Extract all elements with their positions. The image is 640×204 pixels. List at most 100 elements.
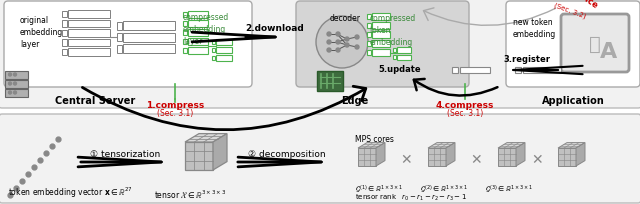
Bar xyxy=(188,48,208,55)
Text: Edge: Edge xyxy=(341,95,369,105)
Bar xyxy=(62,49,67,56)
Circle shape xyxy=(8,74,12,77)
Text: ① tensorization: ① tensorization xyxy=(90,149,160,158)
Bar xyxy=(216,48,232,54)
Bar xyxy=(367,15,371,20)
Bar xyxy=(367,33,371,38)
Text: 3.register: 3.register xyxy=(504,55,550,64)
Text: tensor rank   $r_0-r_1-r_2-r_3-1$: tensor rank $r_0-r_1-r_2-r_3-1$ xyxy=(355,192,467,202)
Bar xyxy=(183,22,187,27)
FancyBboxPatch shape xyxy=(4,89,28,97)
FancyBboxPatch shape xyxy=(4,71,28,79)
Bar xyxy=(188,21,208,28)
Circle shape xyxy=(355,46,359,50)
Polygon shape xyxy=(358,143,385,148)
Circle shape xyxy=(327,33,331,37)
Text: token embedding vector $\mathbf{x}\in\mathbb{R}^{27}$: token embedding vector $\mathbf{x}\in\ma… xyxy=(8,185,133,199)
Circle shape xyxy=(336,33,340,37)
Text: 4.compress: 4.compress xyxy=(436,101,494,110)
Bar xyxy=(183,31,187,36)
FancyBboxPatch shape xyxy=(296,2,469,88)
Bar xyxy=(183,40,187,45)
Text: (Sec. 3.1): (Sec. 3.1) xyxy=(157,109,193,118)
Text: original
embedding
layer: original embedding layer xyxy=(20,16,63,48)
Circle shape xyxy=(355,36,359,40)
Bar xyxy=(183,49,187,54)
FancyBboxPatch shape xyxy=(0,0,640,109)
Bar xyxy=(117,34,122,42)
Bar xyxy=(367,24,371,29)
Circle shape xyxy=(345,44,349,48)
Bar xyxy=(117,45,122,53)
Bar xyxy=(367,51,371,56)
Bar xyxy=(68,20,110,28)
FancyArrowPatch shape xyxy=(424,9,556,26)
Bar xyxy=(68,49,110,56)
Bar xyxy=(123,22,175,31)
Text: tensor $\mathcal{X}\in\mathbb{R}^{3\times3\times3}$: tensor $\mathcal{X}\in\mathbb{R}^{3\time… xyxy=(154,187,226,199)
Text: new token
embedding: new token embedding xyxy=(513,18,556,39)
Circle shape xyxy=(327,49,331,53)
Text: inference: inference xyxy=(557,0,599,11)
Polygon shape xyxy=(185,134,227,142)
Polygon shape xyxy=(185,142,213,170)
Text: Central Server: Central Server xyxy=(55,95,135,105)
Bar xyxy=(372,50,390,57)
Text: $\mathcal{G}^{(2)}\in\mathbb{R}^{1\times3\times1}$: $\mathcal{G}^{(2)}\in\mathbb{R}^{1\times… xyxy=(420,183,468,196)
Polygon shape xyxy=(558,148,576,166)
Text: ② decomposition: ② decomposition xyxy=(248,149,326,158)
Bar xyxy=(188,12,208,19)
Text: ✕: ✕ xyxy=(531,152,543,166)
Bar xyxy=(523,68,561,74)
Bar xyxy=(212,57,215,61)
Circle shape xyxy=(336,41,340,45)
Text: compressed
token
embedding: compressed token embedding xyxy=(370,14,416,46)
FancyBboxPatch shape xyxy=(561,15,629,73)
Bar xyxy=(188,39,208,46)
Bar xyxy=(62,11,67,18)
Text: MPS cores: MPS cores xyxy=(355,134,394,143)
Bar xyxy=(372,14,390,21)
Circle shape xyxy=(316,17,368,69)
Bar xyxy=(212,49,215,53)
Circle shape xyxy=(345,38,349,42)
FancyBboxPatch shape xyxy=(506,2,640,88)
Text: compressed
embedding
layer: compressed embedding layer xyxy=(183,13,229,45)
Bar xyxy=(452,68,458,74)
Text: 5.update: 5.update xyxy=(378,65,420,74)
Text: 文: 文 xyxy=(589,34,601,53)
Text: decoder: decoder xyxy=(330,14,361,23)
Circle shape xyxy=(13,92,17,94)
Text: (Sec. 3.2): (Sec. 3.2) xyxy=(553,2,587,19)
Bar xyxy=(212,41,215,45)
Polygon shape xyxy=(498,148,516,166)
Bar xyxy=(397,48,411,53)
Bar xyxy=(123,45,175,54)
Bar xyxy=(123,33,175,42)
FancyBboxPatch shape xyxy=(4,2,252,88)
Polygon shape xyxy=(516,143,525,166)
Circle shape xyxy=(13,83,17,86)
Bar xyxy=(372,32,390,39)
Text: ✕: ✕ xyxy=(400,152,412,166)
Bar xyxy=(188,30,208,37)
Bar xyxy=(216,40,232,46)
Circle shape xyxy=(336,49,340,53)
Bar xyxy=(62,21,67,27)
Text: A: A xyxy=(600,42,618,62)
Bar xyxy=(68,11,110,18)
Bar xyxy=(460,68,490,74)
FancyArrowPatch shape xyxy=(414,80,497,96)
FancyArrowPatch shape xyxy=(83,87,366,130)
Text: Application: Application xyxy=(541,95,604,105)
Bar xyxy=(62,40,67,46)
Circle shape xyxy=(327,41,331,45)
Text: (Sec. 3.1): (Sec. 3.1) xyxy=(447,109,483,118)
Bar xyxy=(367,42,371,47)
Circle shape xyxy=(13,74,17,77)
Polygon shape xyxy=(428,143,455,148)
Bar xyxy=(393,56,396,60)
Bar xyxy=(393,49,396,52)
Polygon shape xyxy=(498,143,525,148)
Bar xyxy=(68,39,110,47)
